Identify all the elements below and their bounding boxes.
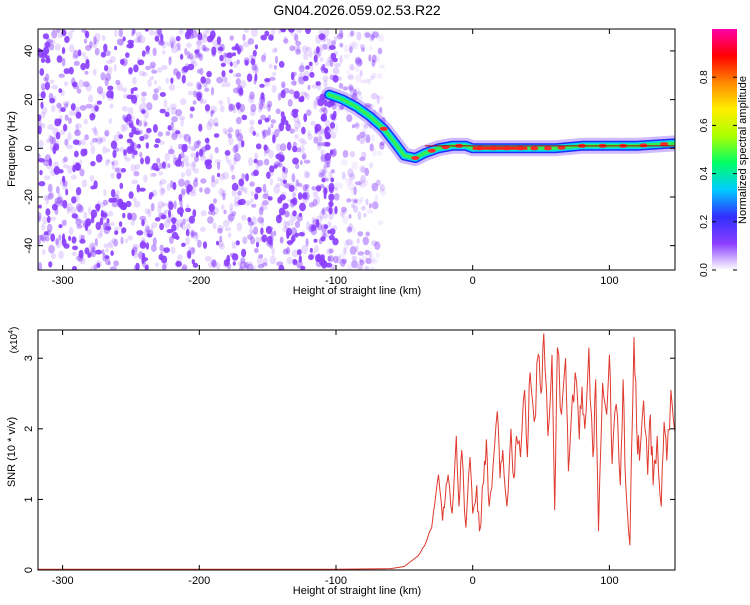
snr-y-tick-label: 2 [23,426,35,432]
ridge-hotspot [530,146,539,151]
ridge-hotspot [411,156,420,160]
spectrogram-ridge [321,86,675,166]
colorbar-tick-label: 0.2 [699,214,710,228]
spectrogram-y-ticks: -40 -20 0 20 40 [23,45,675,254]
snr-x-tick-label: -200 [188,575,210,587]
spectrogram-x-tick-label: -100 [325,275,347,287]
spectrogram-x-axis-label: Height of straight line (km) [293,285,421,297]
spectrogram-y-tick-label: 0 [23,145,35,151]
figure-title: GN04.2026.059.02.53.R22 [273,2,441,18]
colorbar-tick-label: 0.8 [699,70,710,84]
snr-x-tick-label: -100 [325,575,347,587]
snr-series-line [38,333,675,570]
spectrogram-frame [37,28,676,271]
colorbar-ticks: 0.0 0.2 0.4 0.6 0.8 [699,70,737,277]
snr-y-axis-label: SNR (10 * v/v) [6,417,18,487]
snr-y-tick-label: 3 [23,355,35,361]
colorbar-label: Normalized spectral amplitude [737,76,749,224]
snr-frame [37,329,676,571]
snr-marks [38,333,675,570]
spectrogram-x-tick-label: -200 [188,275,210,287]
spectrogram-y-axis-label: Frequency (Hz) [6,111,18,187]
ridge-hotspot [557,145,566,150]
snr-x-ticks: -300 -200 -100 0 100 [52,330,619,587]
ridge-hotspot [543,146,552,151]
snr-y-multiplier: (x104) [8,327,20,354]
snr-x-axis-label: Height of straight line (km) [293,585,421,597]
snr-x-tick-label: -300 [52,575,74,587]
spectrogram-marks [38,29,675,270]
colorbar: 0.0 0.2 0.4 0.6 0.8 Normalized spectral ampl… [699,29,749,277]
ridge-hotspot [427,148,436,153]
spectrogram-y-tick-label: -40 [23,238,35,254]
spectrogram-y-tick-label: -20 [23,189,35,205]
spectrogram-x-ticks: -300 -200 -100 0 100 [52,29,619,287]
snr-panel: -300 -200 -100 0 100 0 1 2 3 Height of straight… [6,327,676,597]
ridge-hotspot [379,126,388,131]
ridge-hotspot [660,142,669,147]
colorbar-gradient [712,29,737,270]
snr-y-tick-label: 1 [23,496,35,502]
colorbar-tick-label: 0.0 [699,263,710,277]
snr-y-multiplier-exp: 4 [8,330,15,334]
spectrogram-y-tick-label: 20 [23,93,35,105]
snr-y-tick-label: 0 [23,567,35,573]
snr-y-ticks: 0 1 2 3 [23,355,675,573]
colorbar-tick-label: 0.6 [699,118,710,132]
snr-y-multiplier-close: ) [9,327,20,330]
spectrogram-x-tick-label: 100 [600,275,618,287]
spectrogram-x-tick-label: 0 [470,275,476,287]
colorbar-tick-label: 0.4 [699,166,710,180]
spectrogram-x-tick-label: -300 [52,275,74,287]
snr-x-tick-label: 100 [600,575,618,587]
snr-y-multiplier-base: (x10 [9,333,20,353]
snr-x-tick-label: 0 [470,575,476,587]
spectrogram-y-tick-label: 40 [23,45,35,57]
spectrogram-noise-speckle [38,29,387,270]
